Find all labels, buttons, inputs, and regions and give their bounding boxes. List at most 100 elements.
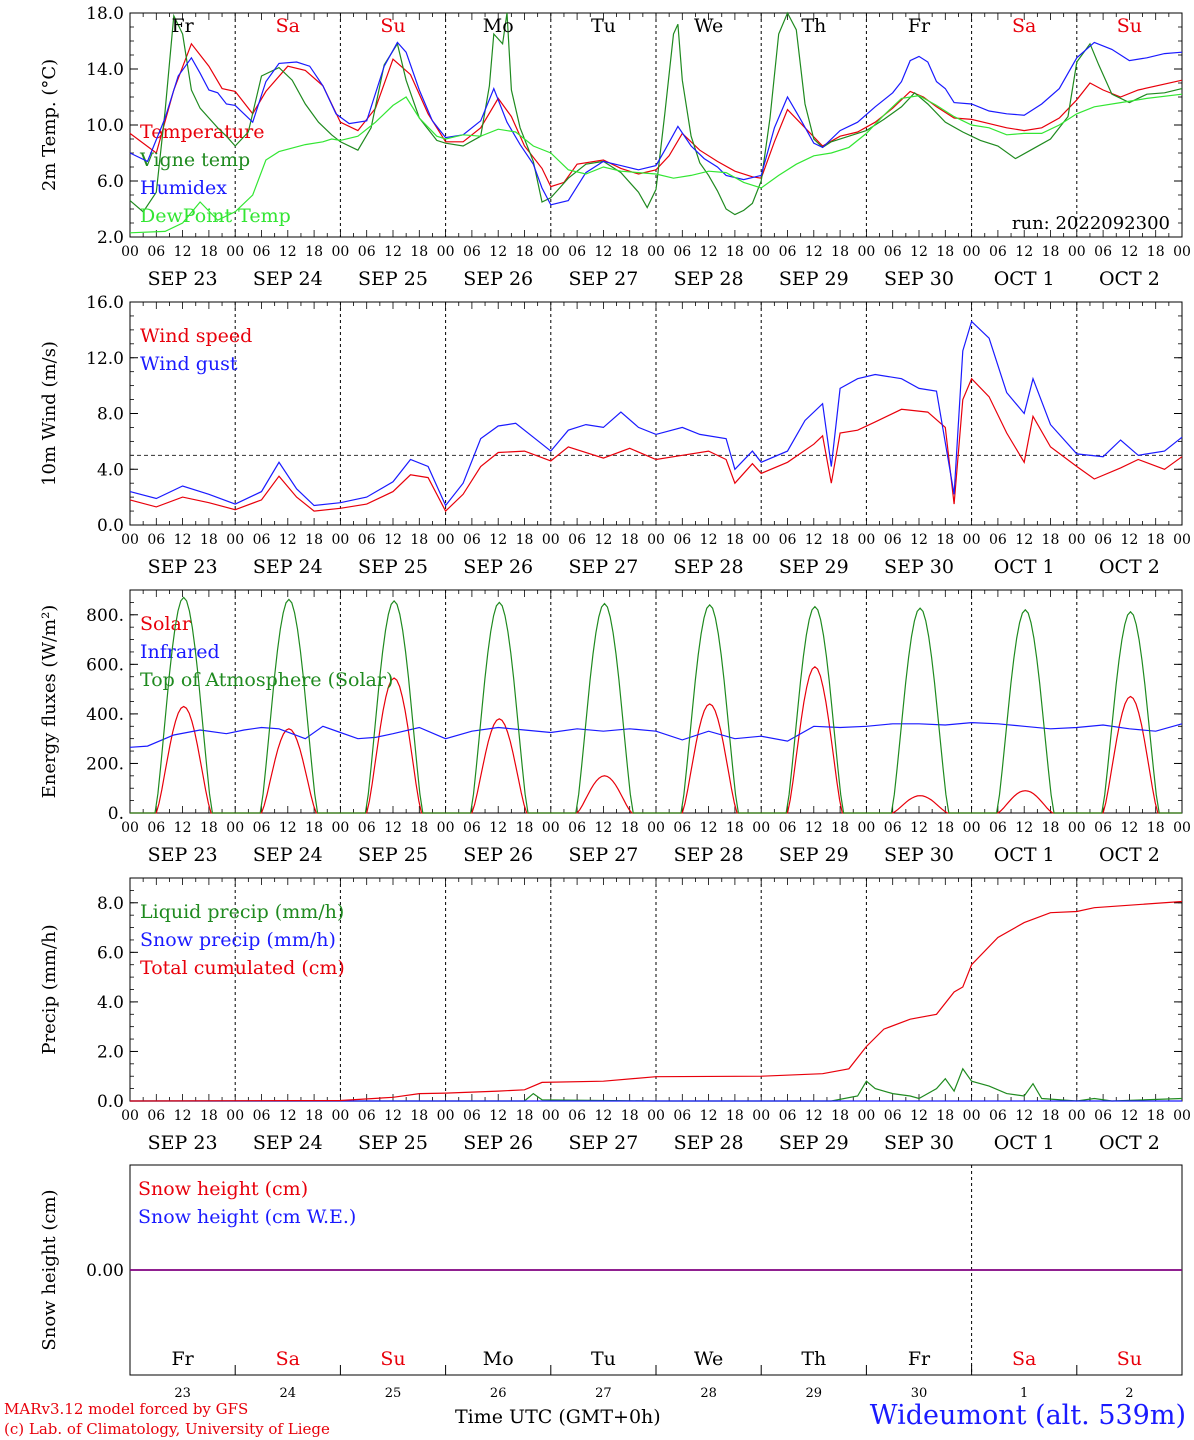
legend-entry: Top of Atmosphere (Solar) [140, 669, 393, 691]
date-label: SEP 24 [253, 556, 323, 578]
hour-tick-label: 12 [1120, 244, 1138, 260]
hour-tick-label: 18 [726, 820, 744, 836]
hour-tick-label: 12 [279, 820, 297, 836]
hour-tick-label: 12 [1120, 820, 1138, 836]
date-label: OCT 2 [1099, 1132, 1160, 1154]
hour-tick-label: 12 [700, 244, 718, 260]
hour-tick-label: 06 [358, 532, 376, 548]
hour-tick-label: 06 [989, 244, 1007, 260]
hour-tick-label: 00 [647, 820, 665, 836]
y-tick-label: 6.0 [97, 943, 124, 963]
y-tick-label: 12.0 [86, 349, 124, 369]
hour-tick-label: 12 [805, 820, 823, 836]
hour-tick-label: 06 [463, 820, 481, 836]
weekday-label: Th [801, 1348, 826, 1370]
hour-tick-label: 06 [779, 820, 797, 836]
legend-entry: Total cumulated (cm) [140, 957, 345, 979]
hour-tick-label: 12 [700, 1108, 718, 1124]
weekday-label: Sa [276, 15, 300, 37]
hour-tick-label: 00 [437, 244, 455, 260]
legend-entry: Temperature [140, 121, 264, 143]
hour-tick-label: 00 [331, 532, 349, 548]
hour-tick-label: 18 [831, 244, 849, 260]
hour-tick-label: 06 [989, 1108, 1007, 1124]
hour-tick-label: 06 [568, 532, 586, 548]
hour-tick-label: 18 [936, 1108, 954, 1124]
y-tick-label: 400. [86, 705, 124, 725]
hour-tick-label: 06 [1094, 820, 1112, 836]
hour-tick-label: 06 [568, 820, 586, 836]
day-number-label: 29 [806, 1386, 823, 1401]
date-label: SEP 26 [463, 556, 533, 578]
hour-tick-label: 18 [831, 532, 849, 548]
legend-entry: Snow height (cm) [138, 1178, 308, 1200]
hour-tick-label: 12 [174, 244, 192, 260]
series-line [129, 900, 1183, 1102]
hour-tick-label: 00 [226, 820, 244, 836]
y-tick-label: 8.0 [97, 894, 124, 914]
date-label: SEP 25 [358, 268, 428, 290]
hour-tick-label: 00 [752, 532, 770, 548]
date-label: SEP 27 [568, 556, 638, 578]
legend-entry: Humidex [140, 177, 227, 199]
hour-tick-label: 00 [857, 532, 875, 548]
date-label: SEP 29 [779, 268, 849, 290]
date-label: SEP 25 [358, 1132, 428, 1154]
day-number-label: 30 [911, 1386, 928, 1401]
date-label: SEP 29 [779, 844, 849, 866]
hour-tick-label: 06 [989, 820, 1007, 836]
hour-tick-label: 00 [121, 820, 139, 836]
panel-4: 0.0 2.0 4.0 6.0 8.0 Precip (mm/h) Liquid preci… [39, 877, 1191, 1154]
day-number-label: 23 [174, 1386, 191, 1401]
hour-tick-label: 00 [1173, 820, 1191, 836]
hour-tick-label: 12 [489, 532, 507, 548]
weekday-label: Fr [908, 15, 931, 37]
legend-entry: Solar [140, 613, 192, 635]
hour-tick-label: 00 [226, 532, 244, 548]
weekday-label: Sa [1012, 15, 1036, 37]
date-label: SEP 23 [148, 1132, 218, 1154]
hour-tick-label: 00 [647, 532, 665, 548]
hour-tick-label: 00 [331, 1108, 349, 1124]
hour-tick-label: 12 [1015, 820, 1033, 836]
y-tick-label: 200. [86, 754, 124, 774]
weekday-label: Su [1117, 1348, 1142, 1370]
date-label: SEP 29 [779, 556, 849, 578]
hour-tick-label: 06 [884, 244, 902, 260]
hour-tick-label: 12 [489, 1108, 507, 1124]
hour-tick-label: 12 [384, 820, 402, 836]
hour-tick-label: 12 [594, 820, 612, 836]
hour-tick-label: 06 [358, 1108, 376, 1124]
y-tick-label: 0. [108, 804, 124, 824]
hour-tick-label: 00 [437, 532, 455, 548]
hour-tick-label: 12 [384, 1108, 402, 1124]
date-label: SEP 28 [674, 556, 744, 578]
day-number-label: 1 [1020, 1386, 1028, 1401]
hour-tick-label: 00 [121, 1108, 139, 1124]
hour-tick-label: 18 [1147, 244, 1165, 260]
run-label: run: 2022092300 [1012, 213, 1170, 234]
hour-tick-label: 18 [200, 820, 218, 836]
hour-tick-label: 18 [831, 1108, 849, 1124]
hour-tick-label: 00 [542, 1108, 560, 1124]
hour-tick-label: 00 [1173, 532, 1191, 548]
hour-tick-label: 12 [1015, 1108, 1033, 1124]
hour-tick-label: 12 [174, 820, 192, 836]
hour-tick-label: 18 [1042, 820, 1060, 836]
day-number-label: 25 [385, 1386, 402, 1401]
hour-tick-label: 18 [726, 244, 744, 260]
hour-tick-label: 18 [1147, 820, 1165, 836]
hour-tick-label: 12 [384, 532, 402, 548]
hour-tick-label: 12 [279, 244, 297, 260]
y-tick-label: 0.00 [86, 1261, 124, 1281]
hour-tick-label: 00 [963, 244, 981, 260]
hour-tick-label: 12 [700, 820, 718, 836]
hour-tick-label: 18 [410, 532, 428, 548]
hour-tick-label: 12 [279, 1108, 297, 1124]
hour-tick-label: 06 [147, 244, 165, 260]
date-label: SEP 24 [253, 844, 323, 866]
hour-tick-label: 12 [805, 244, 823, 260]
hour-tick-label: 12 [910, 244, 928, 260]
hour-tick-label: 12 [1120, 532, 1138, 548]
hour-tick-label: 18 [936, 532, 954, 548]
